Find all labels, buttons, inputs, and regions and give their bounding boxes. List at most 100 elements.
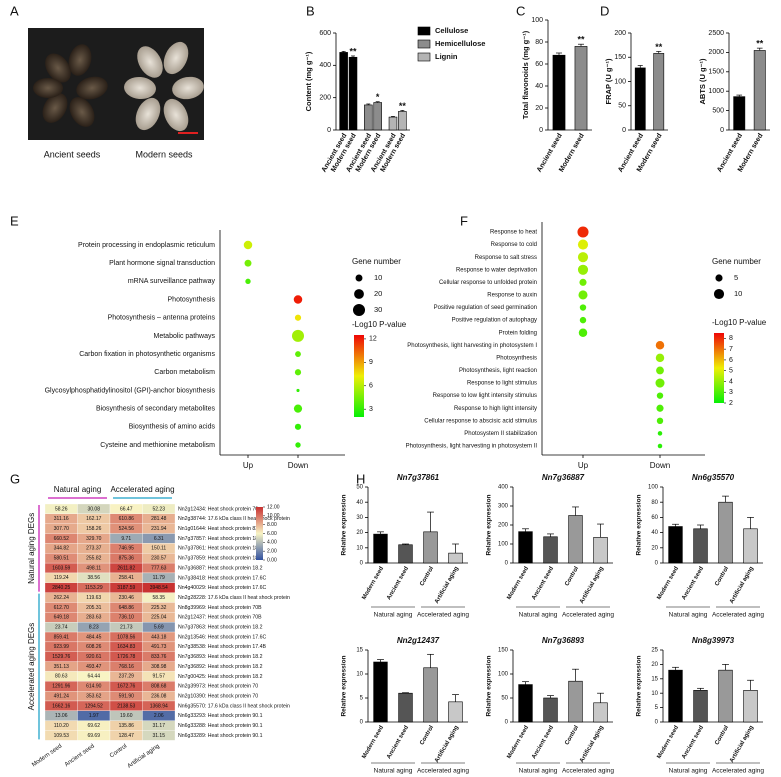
y-tick-label: 80 xyxy=(535,39,543,46)
group-label: Natural aging xyxy=(669,612,708,619)
row-label: Nn2g38744: 17.6 kDa class II heat shock … xyxy=(178,516,290,522)
color-tick-label: 5 xyxy=(729,368,733,375)
y-tick-label: 2500 xyxy=(708,30,724,37)
cell-label: 58.35 xyxy=(152,595,165,601)
x-tick-label: Modern seed xyxy=(361,566,385,601)
cell-label: 808.68 xyxy=(151,684,167,690)
color-tick-label: 12 xyxy=(369,336,377,343)
cell-label: 1153.29 xyxy=(85,585,103,591)
color-tick-label: 12.00 xyxy=(267,504,280,510)
bubble xyxy=(295,442,301,448)
heatmap-cell xyxy=(142,730,176,741)
significance: ** xyxy=(655,42,663,52)
bubble xyxy=(577,264,589,275)
y-tick-label: 400 xyxy=(319,62,331,69)
bar xyxy=(668,526,683,564)
y-tick-label: 0 xyxy=(360,561,364,567)
row-label: Nn7g37863: Heat shock protein 18.2 xyxy=(178,625,263,631)
legend-label: Lignin xyxy=(435,52,458,61)
modern-seeds xyxy=(124,41,204,132)
x-tick-label: Modern seed xyxy=(506,566,530,601)
cell-label: 119.24 xyxy=(54,575,69,581)
cell-label: 308.98 xyxy=(151,664,167,670)
cell-label: 3187.59 xyxy=(117,585,135,591)
color-tick-label: 4.00 xyxy=(267,540,277,546)
y-tick-label: 0 xyxy=(539,127,543,134)
term-label: Response to low light intensity stimulus xyxy=(433,393,537,399)
color-tick-label: 0.00 xyxy=(267,557,277,563)
term-label: Protein folding xyxy=(499,330,537,336)
size-legend-bubble xyxy=(715,274,723,282)
y-tick-label: 100 xyxy=(648,485,659,491)
group-label: Accelerated aging xyxy=(417,612,469,619)
significance: ** xyxy=(399,101,407,111)
cell-label: 5.69 xyxy=(154,624,164,630)
panel-label: B xyxy=(306,3,315,18)
y-tick-label: 30 xyxy=(356,515,363,521)
cell-label: 52.23 xyxy=(152,506,165,512)
x-tick-label: Ancient seed xyxy=(681,566,705,602)
color-tick-label: 3 xyxy=(729,389,733,396)
bar xyxy=(693,690,708,723)
legend-swatch xyxy=(417,26,431,36)
bubble xyxy=(579,304,587,311)
y-tick-label: 5 xyxy=(360,696,364,702)
caption: Modern seeds xyxy=(135,149,193,159)
row-label: Nn6g35570: 17.6 kDa class II heat shock … xyxy=(178,703,290,709)
y-tick-label: 0 xyxy=(505,720,509,726)
bar xyxy=(398,111,407,131)
cell-label: 31.15 xyxy=(152,733,165,739)
cell-label: 230.57 xyxy=(151,556,167,562)
cell-label: 1368.94 xyxy=(150,703,168,709)
x-tick-label: Ancient seed xyxy=(531,725,555,761)
chart-title: Nn8g39973 xyxy=(692,636,735,645)
panel-label: G xyxy=(10,471,20,486)
row-label: Nn7g36887: Heat shock protein 18.2 xyxy=(178,565,263,571)
cell-label: 833.76 xyxy=(151,654,167,660)
size-legend-label: 5 xyxy=(734,273,738,282)
y-tick-label: 50 xyxy=(618,103,626,110)
bar xyxy=(668,669,683,723)
term-label: Response to light stimulus xyxy=(467,381,537,387)
cell-label: 351.13 xyxy=(54,664,70,670)
group-label: Accelerated aging xyxy=(417,768,469,775)
y-tick-label: 150 xyxy=(498,648,509,654)
term-label: Photosynthesis xyxy=(168,296,216,303)
cell-label: 1294.52 xyxy=(85,703,103,709)
term-label: Positive regulation of autophagy xyxy=(452,318,537,324)
cell-label: 258.41 xyxy=(119,575,135,581)
bubble xyxy=(577,226,589,238)
bar xyxy=(398,692,413,723)
bar xyxy=(718,669,733,723)
size-legend-title: Gene number xyxy=(712,257,761,266)
row-label: Nn2g12437: Heat shock protein 70B xyxy=(178,615,262,621)
cell-label: 443.18 xyxy=(151,634,167,640)
cell-label: 21.73 xyxy=(120,624,133,630)
cell-label: 13.06 xyxy=(55,713,68,719)
bubble xyxy=(291,329,305,342)
bubble xyxy=(244,259,252,267)
chart-title: Nn7g37861 xyxy=(397,473,440,482)
cell-label: 31.17 xyxy=(152,723,165,729)
bubble xyxy=(657,431,663,436)
y-tick-label: 1000 xyxy=(708,88,724,95)
cell-label: 493.47 xyxy=(86,664,102,670)
y-tick-label: 80 xyxy=(651,500,658,506)
term-label: Response to water deprivation xyxy=(456,267,537,273)
term-label: Response to auxin xyxy=(487,293,537,299)
y-tick-label: 40 xyxy=(651,530,658,536)
color-bar xyxy=(714,333,724,403)
x-tick-label: Ancient seed xyxy=(531,566,555,602)
term-label: Protein processing in endoplasmic reticu… xyxy=(78,242,215,249)
color-legend-title: -Log10 P-value xyxy=(712,318,767,327)
cell-label: 236.08 xyxy=(151,693,167,699)
bubble xyxy=(294,314,302,321)
cell-label: 109.53 xyxy=(54,733,70,739)
panel-label: C xyxy=(516,3,525,18)
term-label: Photosynthesis, light harvesting in phot… xyxy=(406,444,538,450)
column-label: Ancient seed xyxy=(64,743,96,768)
legend-label: Hemicellulose xyxy=(435,39,485,48)
bar xyxy=(518,531,533,564)
cell-label: 38.56 xyxy=(87,575,100,581)
cell-label: 660.52 xyxy=(54,536,70,542)
